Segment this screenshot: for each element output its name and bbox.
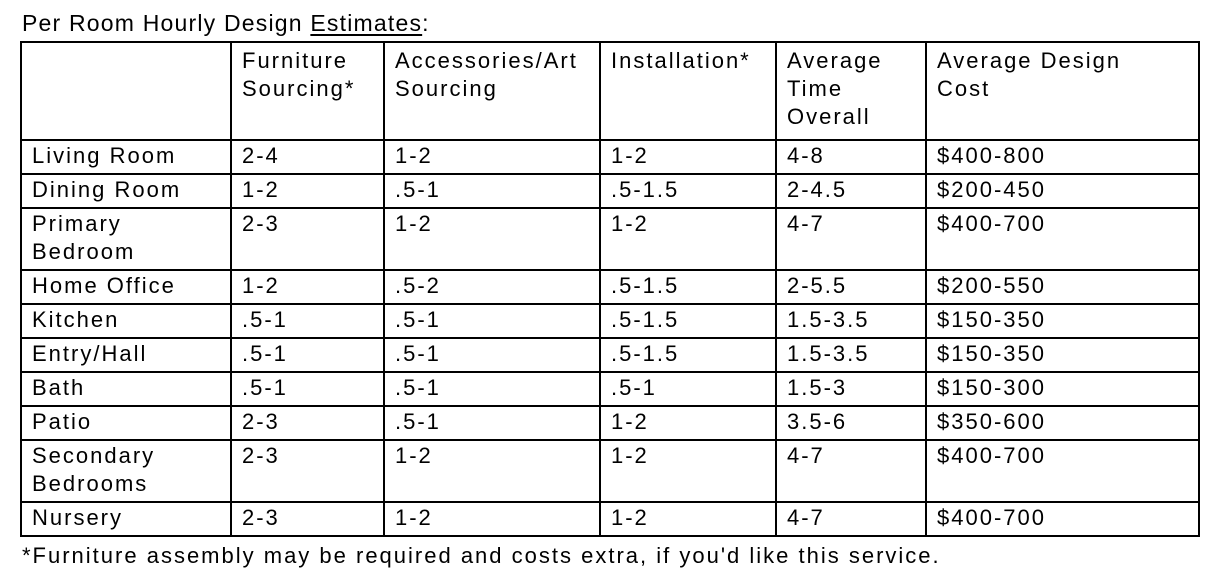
estimate-cell: .5-1.5: [599, 269, 777, 305]
title-underlined-word: Estimates: [310, 10, 423, 36]
room-name-cell: Living Room: [20, 139, 232, 175]
estimate-cell: 2-5.5: [775, 269, 927, 305]
estimates-table: Furniture Sourcing* Accessories/Art Sour…: [20, 41, 1200, 537]
title-suffix: :: [422, 10, 430, 36]
estimate-cell: .5-1: [383, 405, 601, 441]
estimate-cell: $150-350: [925, 337, 1200, 373]
estimate-cell: .5-1: [230, 303, 385, 339]
estimate-cell: 1-2: [383, 439, 601, 503]
column-header-accessories-art-sourcing: Accessories/Art Sourcing: [383, 41, 601, 141]
room-name-cell: Patio: [20, 405, 232, 441]
estimate-cell: $200-550: [925, 269, 1200, 305]
room-name-cell: Bath: [20, 371, 232, 407]
footnote: *Furniture assembly may be required and …: [22, 543, 941, 568]
header-row: Furniture Sourcing* Accessories/Art Sour…: [20, 41, 1200, 141]
estimate-cell: .5-1.5: [599, 303, 777, 339]
estimate-cell: 4-7: [775, 501, 927, 537]
estimate-cell: 2-3: [230, 207, 385, 271]
estimate-cell: 1-2: [383, 139, 601, 175]
estimate-cell: 1.5-3: [775, 371, 927, 407]
estimate-cell: $400-700: [925, 207, 1200, 271]
table-body: Living Room 2-4 1-2 1-2 4-8 $400-800 Dining Ro…: [20, 139, 1200, 537]
estimate-cell: 1-2: [599, 405, 777, 441]
estimate-cell: $400-800: [925, 139, 1200, 175]
estimate-cell: 2-4: [230, 139, 385, 175]
room-name-cell: Primary Bedroom: [20, 207, 232, 271]
table-row: Primary Bedroom 2-3 1-2 1-2 4-7 $400-700: [20, 207, 1200, 271]
table-row: Entry/Hall .5-1.5-1.5-1.5 1.5-3.5 $150-350: [20, 337, 1200, 373]
room-name-cell: Kitchen: [20, 303, 232, 339]
estimate-cell: .5-1.5: [599, 173, 777, 209]
room-name-cell: Entry/Hall: [20, 337, 232, 373]
estimate-cell: 1-2: [230, 269, 385, 305]
estimate-cell: .5-1: [383, 337, 601, 373]
estimate-cell: 2-4.5: [775, 173, 927, 209]
estimate-cell: $150-300: [925, 371, 1200, 407]
estimate-cell: 4-7: [775, 439, 927, 503]
estimate-cell: 1-2: [599, 139, 777, 175]
column-header-room: [20, 41, 232, 141]
estimate-cell: 2-3: [230, 405, 385, 441]
table-row: Kitchen .5-1.5-1.5-1.5 1.5-3.5 $150-350: [20, 303, 1200, 339]
table-row: Patio 2-3.5-1 1-2 3.5-6 $350-600: [20, 405, 1200, 441]
room-name-cell: Dining Room: [20, 173, 232, 209]
estimate-cell: .5-1: [230, 371, 385, 407]
table-row: Home Office 1-2.5-2.5-1.5 2-5.5 $200-550: [20, 269, 1200, 305]
estimate-cell: $400-700: [925, 501, 1200, 537]
table-row: Nursery 2-3 1-2 1-2 4-7 $400-700: [20, 501, 1200, 537]
estimate-cell: .5-1: [230, 337, 385, 373]
estimate-cell: 3.5-6: [775, 405, 927, 441]
estimate-cell: 1-2: [383, 501, 601, 537]
estimate-cell: $400-700: [925, 439, 1200, 503]
estimate-cell: .5-1: [383, 371, 601, 407]
page-title: Per Room Hourly Design Estimates:: [22, 8, 1200, 38]
estimate-cell: 1-2: [599, 501, 777, 537]
estimate-cell: 4-8: [775, 139, 927, 175]
room-name-cell: Home Office: [20, 269, 232, 305]
estimate-cell: .5-1.5: [599, 337, 777, 373]
estimate-cell: 1-2: [383, 207, 601, 271]
estimate-cell: 2-3: [230, 439, 385, 503]
estimate-cell: 1.5-3.5: [775, 303, 927, 339]
estimate-cell: 2-3: [230, 501, 385, 537]
estimate-cell: 4-7: [775, 207, 927, 271]
column-header-furniture-sourcing: Furniture Sourcing*: [230, 41, 385, 141]
room-name-cell: Secondary Bedrooms: [20, 439, 232, 503]
estimate-cell: $350-600: [925, 405, 1200, 441]
estimate-cell: $150-350: [925, 303, 1200, 339]
estimate-cell: .5-1: [599, 371, 777, 407]
estimate-cell: .5-1: [383, 173, 601, 209]
estimate-cell: $200-450: [925, 173, 1200, 209]
estimate-cell: .5-1: [383, 303, 601, 339]
estimate-cell: 1-2: [230, 173, 385, 209]
table-row: Secondary Bedrooms 2-3 1-2 1-2 4-7 $400-700: [20, 439, 1200, 503]
column-header-average-design-cost: Average Design Cost: [925, 41, 1200, 141]
estimate-cell: .5-2: [383, 269, 601, 305]
column-header-average-time-overall: Average Time Overall: [775, 41, 927, 141]
table-row: Living Room 2-4 1-2 1-2 4-8 $400-800: [20, 139, 1200, 175]
estimate-cell: 1-2: [599, 207, 777, 271]
column-header-installation: Installation*: [599, 41, 777, 141]
room-name-cell: Nursery: [20, 501, 232, 537]
title-prefix: Per Room Hourly Design: [22, 10, 311, 36]
estimate-cell: 1.5-3.5: [775, 337, 927, 373]
table-row: Dining Room 1-2.5-1.5-1.5 2-4.5 $200-450: [20, 173, 1200, 209]
table-row: Bath .5-1.5-1.5-1 1.5-3 $150-300: [20, 371, 1200, 407]
estimate-cell: 1-2: [599, 439, 777, 503]
